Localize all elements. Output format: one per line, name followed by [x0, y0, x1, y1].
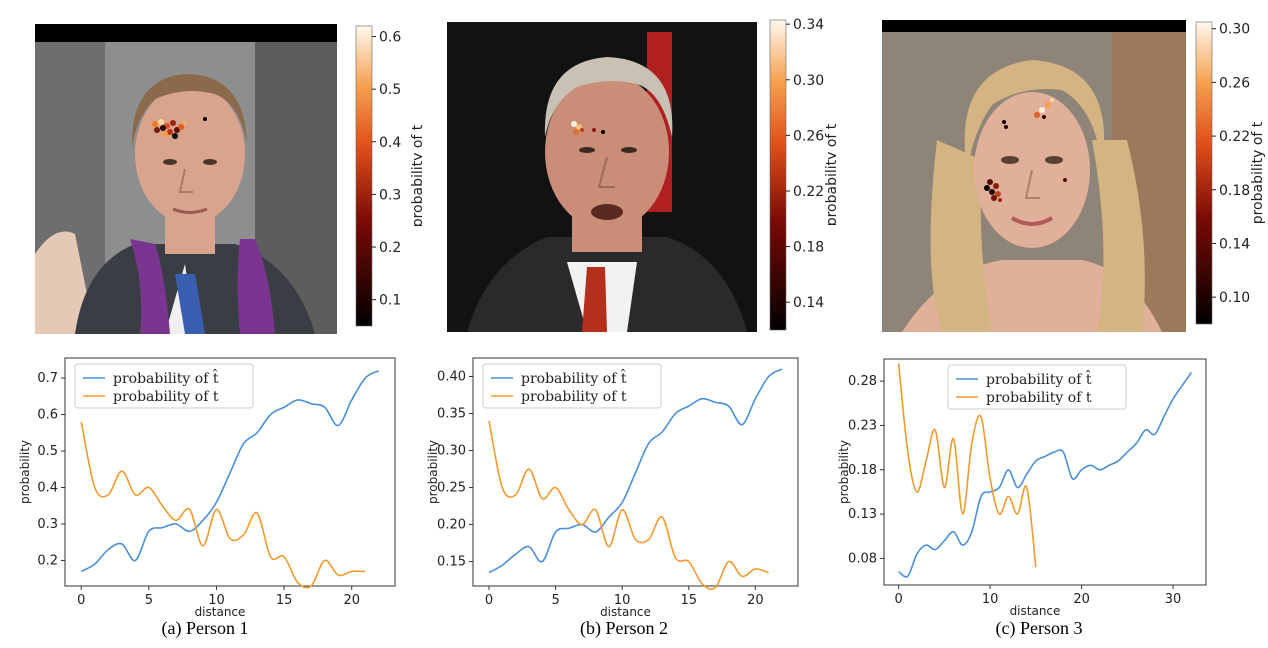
x-tick-label: 20: [1073, 592, 1090, 607]
legend-box: [947, 364, 1127, 410]
legend-entry: probability of t̂: [986, 369, 1092, 388]
y-tick-label: 0.28: [848, 374, 877, 389]
y-tick-label: 0.35: [437, 407, 466, 422]
colorbar-person-1: 0.1 0.2 0.3 0.4 0.5 0.6 probability of t: [352, 20, 426, 330]
saliency-points: [152, 117, 207, 139]
y-tick-label: 0.20: [437, 518, 466, 533]
y-tick-label: 0.13: [848, 507, 877, 522]
y-tick-label: 0.3: [37, 517, 58, 532]
colorbar-label: probability of t: [824, 123, 836, 226]
colorbar-person-2: 0.14 0.18 0.22 0.26 0.30 0.34 probability of t: [766, 14, 840, 344]
caption-person-2: (b) Person 2: [580, 618, 668, 638]
y-tick-label: 0.18: [848, 463, 877, 478]
face-photo-person-1: [35, 24, 337, 334]
legend: probability of t̂ probability of t: [947, 364, 1127, 410]
y-tick-label: 0.2: [37, 553, 58, 568]
legend-entry: probability of t: [521, 389, 627, 405]
series-line-probability-t-hat: [80, 370, 380, 573]
y-axis-label: probability: [838, 440, 851, 504]
y-tick-label: 0.7: [37, 371, 58, 386]
x-tick-label: 10: [614, 593, 631, 608]
chart-person-1: 0 5 10 15 20 0.2 0.3 0.4 0.5 0.6 0.7 distance probab…: [15, 350, 410, 620]
colorbar-gradient: [355, 25, 373, 327]
y-tick-label: 0.23: [848, 418, 877, 433]
x-tick-label: 0: [485, 593, 493, 608]
x-axis-label: distance: [600, 605, 651, 619]
x-tick-label: 15: [276, 593, 293, 608]
colorbar-tick-label: 0.22: [1219, 129, 1250, 145]
y-tick-label: 0.30: [437, 444, 466, 459]
legend-entry: probability of t: [113, 389, 219, 405]
legend-box: [482, 363, 662, 409]
x-axis-label: distance: [195, 605, 246, 619]
colorbar-tick-label: 0.18: [1219, 183, 1250, 199]
colorbar-person-3: 0.10 0.14 0.18 0.22 0.26 0.30 probability of t: [1192, 18, 1268, 338]
x-tick-label: 5: [551, 593, 559, 608]
colorbar-tick-label: 0.18: [793, 240, 824, 256]
y-tick-label: 0.4: [37, 481, 58, 496]
chart-person-2: 0 5 10 15 20 0.15 0.20 0.25 0.30 0.35 0.40 distance…: [425, 350, 810, 620]
colorbar-tick-label: 0.26: [1219, 75, 1250, 91]
colorbar-gradient: [769, 19, 787, 331]
y-tick-label: 0.6: [37, 408, 58, 423]
saliency-points: [984, 98, 1067, 202]
series-line-probability-t: [80, 421, 366, 589]
y-axis-label: probability: [18, 440, 32, 504]
colorbar-tick-label: 0.5: [379, 82, 401, 98]
y-tick-label: 0.40: [437, 370, 466, 385]
colorbar-tick-label: 0.26: [793, 128, 824, 144]
colorbar-tick-label: 0.4: [379, 135, 401, 151]
x-axis-label: distance: [1010, 604, 1061, 618]
colorbar-tick-label: 0.30: [793, 73, 824, 89]
colorbar-tick-label: 0.14: [1219, 236, 1250, 252]
colorbar-tick-label: 0.22: [793, 184, 824, 200]
x-tick-label: 10: [982, 592, 999, 607]
colorbar-tick-label: 0.2: [379, 240, 401, 256]
series-line-probability-t-hat: [898, 371, 1193, 578]
face-photo-person-3: [882, 20, 1186, 332]
x-tick-label: 10: [208, 593, 225, 608]
x-tick-label: 0: [77, 593, 85, 608]
legend-entry: probability of t̂: [521, 368, 627, 387]
saliency-points: [571, 121, 605, 135]
colorbar-gradient: [1195, 21, 1213, 325]
x-tick-label: 0: [894, 592, 902, 607]
legend-box: [74, 363, 254, 409]
series-line-probability-t: [897, 363, 1037, 568]
y-axis-label: probability: [426, 440, 440, 504]
series-line-probability-t: [488, 420, 769, 590]
y-tick-label: 0.25: [437, 481, 466, 496]
colorbar-tick-label: 0.10: [1219, 290, 1250, 306]
colorbar-label: probability of t: [1250, 121, 1266, 224]
legend: probability of t̂ probability of t: [482, 363, 662, 409]
colorbar-label: probability of t: [410, 124, 422, 227]
colorbar-tick-label: 0.6: [379, 30, 401, 46]
chart-person-3: 0 10 20 30 0.08 0.13 0.18 0.23 0.28 distance proba…: [837, 355, 1218, 620]
y-tick-label: 0.08: [848, 551, 877, 566]
x-tick-label: 20: [747, 593, 764, 608]
legend-entry: probability of t̂: [113, 368, 219, 387]
caption-person-3: (c) Person 3: [995, 618, 1083, 638]
x-tick-label: 5: [145, 593, 153, 608]
y-tick-label: 0.15: [437, 555, 466, 570]
x-tick-label: 20: [343, 593, 360, 608]
caption-person-1: (a) Person 1: [161, 618, 249, 638]
legend-entry: probability of t: [986, 390, 1092, 406]
legend: probability of t̂ probability of t: [74, 363, 254, 409]
colorbar-tick-label: 0.34: [793, 17, 824, 33]
colorbar-tick-label: 0.14: [793, 295, 824, 311]
colorbar-tick-label: 0.3: [379, 187, 401, 203]
face-photo-person-2: [447, 22, 757, 332]
y-tick-label: 0.5: [37, 444, 58, 459]
x-tick-label: 30: [1165, 592, 1182, 607]
colorbar-tick-label: 0.1: [379, 293, 401, 309]
colorbar-tick-label: 0.30: [1219, 22, 1250, 38]
x-tick-label: 15: [681, 593, 698, 608]
series-line-probability-t-hat: [488, 368, 783, 574]
